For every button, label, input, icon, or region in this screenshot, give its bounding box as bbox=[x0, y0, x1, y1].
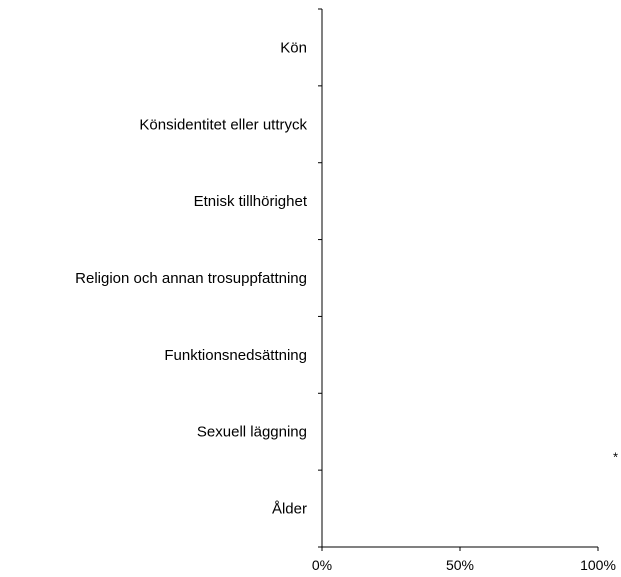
category-label: Könsidentitet eller uttryck bbox=[139, 116, 307, 133]
category-labels: Kön Könsidentitet eller uttryck Etnisk til… bbox=[75, 39, 308, 517]
y-axis-ticks bbox=[318, 8, 322, 548]
category-label: Sexuell läggning bbox=[197, 424, 307, 441]
category-label: Funktionsnedsättning bbox=[164, 347, 307, 364]
x-tick-label: 50% bbox=[446, 557, 474, 573]
category-label: Religion och annan trosuppfattning bbox=[75, 270, 307, 287]
annotation-asterisk: * bbox=[613, 450, 618, 465]
plot-area: Kön Könsidentitet eller uttryck Etnisk til… bbox=[75, 8, 618, 573]
category-label: Ålder bbox=[272, 501, 307, 518]
category-label: Kön bbox=[280, 39, 307, 56]
category-label: Etnisk tillhörighet bbox=[194, 193, 308, 210]
x-tick-label: 0% bbox=[312, 557, 332, 573]
x-tick-label: 100% bbox=[580, 557, 616, 573]
x-axis-ticks bbox=[321, 547, 599, 551]
annotations: * bbox=[613, 450, 618, 465]
x-tick-labels: 0% 50% 100% bbox=[312, 557, 616, 573]
